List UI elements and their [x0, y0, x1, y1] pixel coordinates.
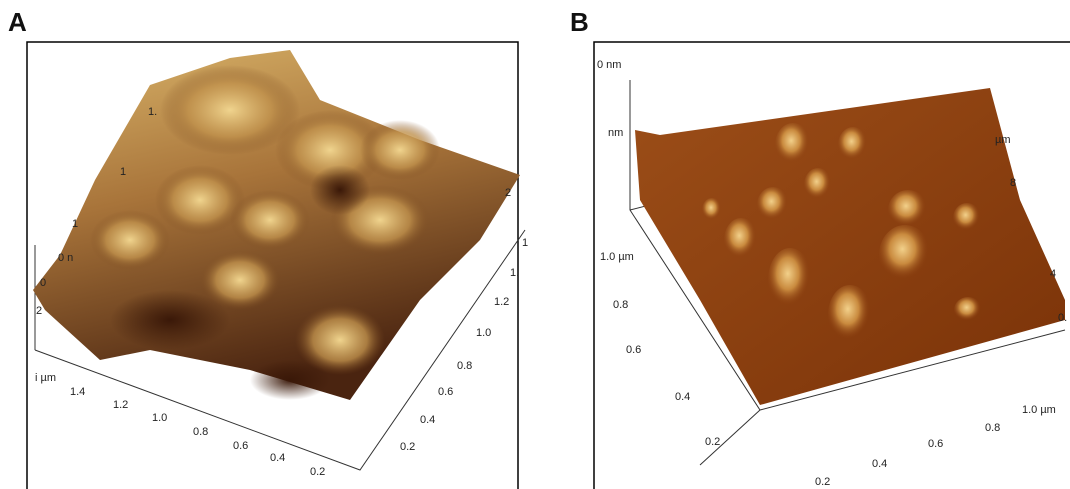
axis-label: 0.8: [193, 426, 208, 438]
axis-label: 2: [36, 305, 42, 317]
axis-label: 1.: [148, 106, 157, 118]
axis-label: 0.2: [815, 476, 830, 488]
axis-label: 0.6: [928, 438, 943, 450]
axis-label: 0.4: [872, 458, 887, 470]
axis-label: 1.0 µm: [1022, 404, 1056, 416]
axis-label: 0.4: [420, 414, 435, 426]
axis-label: 0: [40, 277, 46, 289]
panel-label: A: [8, 7, 27, 37]
axis-label: 2: [505, 187, 511, 199]
axis-label: 1: [72, 218, 78, 230]
axis-label: µm: [995, 134, 1011, 146]
axis-label: 0 n: [58, 252, 73, 264]
axis-label: 0.: [1058, 312, 1067, 324]
axis-label: i µm: [35, 372, 56, 384]
axis-label: 0.8: [985, 422, 1000, 434]
axis-label: 0.2: [310, 466, 325, 478]
panel-label: B: [570, 7, 589, 37]
axis-label: 0.6: [438, 386, 453, 398]
figure: A B i µm1.41.21.00.80.60.40.20.20.40.60.…: [0, 0, 1070, 489]
axis-label: 1.2: [113, 399, 128, 411]
axis-label: 0.8: [457, 360, 472, 372]
axis-label: 1.0: [476, 327, 491, 339]
axis-label: 0.2: [400, 441, 415, 453]
axis-label: 0.4: [675, 391, 690, 403]
axis-label: 0.2: [705, 436, 720, 448]
axis-label: 0.8: [613, 299, 628, 311]
axis-label: 1.: [510, 267, 519, 279]
axis-label: 0.6: [233, 440, 248, 452]
axis-label: 1: [120, 166, 126, 178]
axis-label: 1.2: [494, 296, 509, 308]
axis-label: 0 nm: [597, 59, 621, 71]
axis-label: 4: [1050, 268, 1056, 280]
axis-label: nm: [608, 127, 623, 139]
axis-label: 1: [522, 237, 528, 249]
axis-label: 8: [1010, 177, 1016, 189]
axis-label: 1.4: [70, 386, 85, 398]
axis-label: 1.0 µm: [600, 251, 634, 263]
axis-label: 0.6: [626, 344, 641, 356]
axis-label: 1.0: [152, 412, 167, 424]
axis-label: 0.4: [270, 452, 285, 464]
